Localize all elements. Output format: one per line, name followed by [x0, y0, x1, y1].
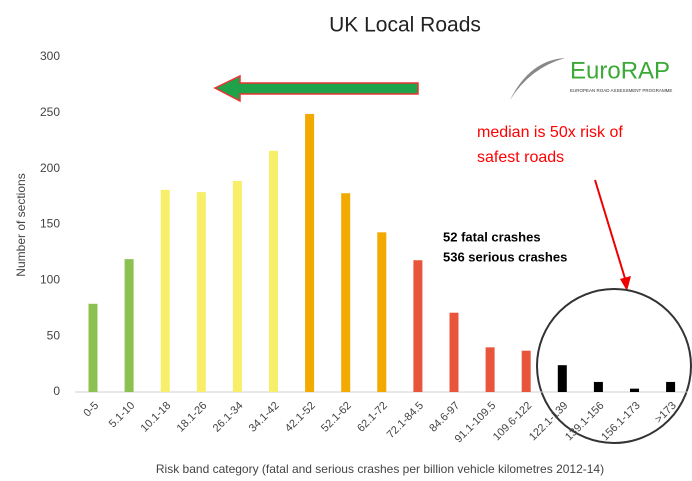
- x-tick-label: 72.1-84.5: [385, 400, 426, 441]
- bar: [232, 180, 242, 392]
- y-tick-label: 300: [40, 49, 60, 63]
- x-tick-label: 52.1-62: [319, 400, 354, 435]
- annotation: 536 serious crashes: [443, 249, 567, 264]
- bar: [557, 365, 567, 392]
- x-tick-label: 10.1-18: [139, 400, 174, 435]
- logo-subtitle: EUROPEAN ROAD ASSESSMENT PROGRAMME: [570, 88, 672, 93]
- bar: [160, 189, 170, 392]
- x-tick-label: 26.1-34: [211, 400, 246, 435]
- logo-swoosh: [510, 58, 565, 100]
- bar: [521, 350, 531, 392]
- x-tick-label: 62.1-72: [355, 400, 390, 435]
- y-tick-label: 50: [47, 328, 61, 342]
- bar: [666, 381, 676, 392]
- bar: [196, 192, 206, 392]
- x-tick-label: 0-5: [81, 400, 101, 420]
- bar: [630, 388, 639, 392]
- x-tick-label: 34.1-42: [247, 400, 282, 435]
- logo-text: EuroRAP: [570, 57, 670, 84]
- y-axis-label: Number of sections: [14, 173, 28, 276]
- x-tick-label: 84.6-97: [427, 400, 462, 435]
- x-axis-label: Risk band category (fatal and serious cr…: [156, 462, 604, 476]
- annotation: median is 50x risk of: [477, 124, 623, 141]
- red-arrow: [594, 179, 628, 286]
- bar: [269, 150, 278, 392]
- bar: [449, 312, 459, 392]
- y-tick-label: 0: [53, 384, 60, 398]
- bar: [593, 381, 603, 392]
- chart-title: UK Local Roads: [329, 14, 481, 37]
- green-arrow: [213, 74, 419, 103]
- annotation: 52 fatal crashes: [443, 229, 541, 244]
- x-tick-label: 18.1-26: [175, 400, 210, 435]
- highlight-circle: [536, 288, 692, 444]
- y-tick-label: 200: [40, 161, 60, 175]
- red-arrowhead: [620, 276, 631, 291]
- bar: [413, 260, 423, 392]
- bar: [341, 193, 351, 392]
- x-tick-label: 5.1-10: [107, 400, 138, 431]
- bar: [377, 232, 387, 392]
- x-tick-label: 156.1-173: [599, 400, 643, 444]
- y-tick-label: 250: [40, 105, 60, 119]
- y-tick-label: 150: [40, 217, 60, 231]
- x-tick-label: 42.1-52: [283, 400, 318, 435]
- bar: [485, 347, 495, 392]
- bar: [305, 113, 315, 392]
- annotation: safest roads: [477, 149, 564, 166]
- bar: [88, 303, 98, 392]
- y-tick-label: 100: [40, 273, 60, 287]
- bar: [124, 259, 134, 392]
